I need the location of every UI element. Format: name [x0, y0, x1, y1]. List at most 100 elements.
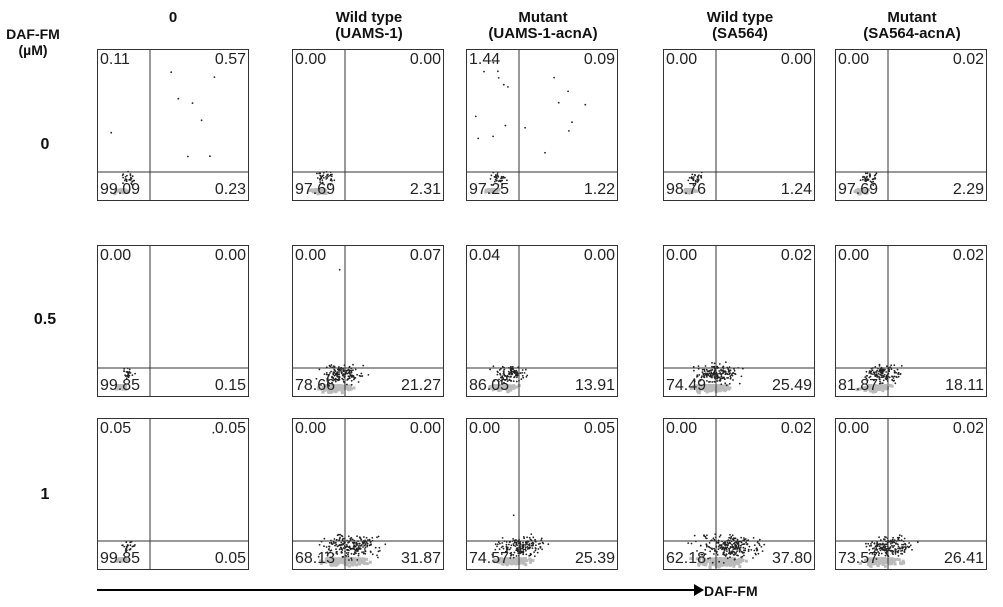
- event-dot: [356, 373, 358, 376]
- column-header-line2: (SA564): [712, 25, 768, 42]
- event-dot: [512, 544, 515, 547]
- event-dot: [883, 544, 886, 546]
- event-dot: [901, 546, 903, 548]
- event-dot: [376, 554, 378, 557]
- event-dot: [334, 380, 337, 383]
- event-dot: [893, 544, 895, 547]
- event-dot: [742, 546, 745, 549]
- event-dot: [868, 376, 871, 379]
- density-cell: [889, 384, 892, 387]
- corner-label: DAF-FM (µM): [0, 26, 66, 58]
- density-cell: [125, 189, 129, 193]
- density-cell: [867, 563, 871, 566]
- density-cell: [868, 557, 872, 561]
- event-dot: [325, 178, 328, 180]
- event-dot: [747, 548, 750, 551]
- event-dot: [888, 370, 891, 373]
- event-dot: [729, 375, 732, 378]
- quadrant-upper-right-percent: 0.02: [952, 420, 984, 437]
- event-dot: [874, 173, 877, 176]
- quadrant-lower-left-percent: 81.87: [838, 377, 879, 394]
- event-dot: [761, 550, 764, 552]
- event-dot: [707, 370, 710, 373]
- event-dot: [318, 543, 321, 546]
- event-dot: [524, 126, 526, 129]
- event-dot: [868, 545, 871, 547]
- density-cell: [901, 559, 905, 563]
- density-cell: [723, 384, 727, 388]
- density-cell: [712, 384, 716, 387]
- density-cell: [501, 562, 505, 566]
- event-dot: [703, 376, 706, 379]
- event-dot: [706, 370, 709, 373]
- event-dot: [873, 379, 875, 382]
- density-cell: [487, 189, 491, 193]
- event-dot: [743, 538, 746, 541]
- event-dot: [371, 553, 374, 556]
- event-dot: [347, 555, 350, 558]
- event-dot: [497, 380, 500, 383]
- event-dot: [738, 547, 740, 549]
- density-cell: [712, 386, 716, 390]
- quadrant-upper-right-percent: 0.05: [214, 420, 246, 437]
- event-dot: [874, 366, 877, 368]
- density-cell: [689, 387, 693, 391]
- event-dot: [494, 543, 497, 546]
- event-dot: [753, 544, 756, 547]
- density-cell: [708, 385, 712, 389]
- event-dot: [170, 71, 173, 74]
- event-dot: [498, 180, 500, 183]
- event-dot: [737, 544, 740, 547]
- density-cell: [316, 192, 320, 196]
- event-dot: [374, 546, 377, 549]
- event-dot: [346, 383, 348, 386]
- event-dot: [865, 179, 868, 182]
- event-dot: [336, 534, 339, 537]
- density-cell: [723, 389, 727, 393]
- density-cell: [734, 560, 738, 564]
- event-dot: [503, 176, 506, 179]
- event-dot: [350, 371, 353, 374]
- density-cell: [501, 557, 505, 561]
- quadrant-lower-right-percent: 1.24: [780, 181, 812, 198]
- event-dot: [723, 378, 726, 381]
- event-dot: [351, 538, 354, 541]
- density-cell: [349, 387, 353, 391]
- event-dot: [524, 546, 527, 549]
- density-cell: [879, 560, 883, 564]
- event-dot: [881, 382, 884, 385]
- density-cell: [330, 561, 334, 565]
- event-dot: [892, 553, 894, 556]
- event-dot: [515, 555, 518, 557]
- density-cell: [702, 560, 706, 564]
- density-cell: [718, 389, 722, 393]
- event-dot: [338, 371, 340, 373]
- event-dot: [869, 174, 872, 177]
- density-cell: [514, 559, 518, 563]
- event-dot: [733, 558, 736, 561]
- event-dot: [882, 543, 884, 546]
- event-dot: [320, 176, 323, 178]
- event-dot: [876, 541, 879, 543]
- density-cell: [347, 564, 351, 568]
- event-dot: [524, 548, 527, 551]
- event-dot: [512, 514, 515, 517]
- event-dot: [362, 364, 365, 367]
- event-dot: [187, 155, 189, 158]
- event-dot: [327, 375, 330, 377]
- event-dot: [733, 369, 736, 372]
- density-cell: [687, 190, 691, 193]
- event-dot: [520, 378, 523, 380]
- event-dot: [525, 549, 527, 552]
- event-dot: [503, 381, 505, 384]
- row-label: 0.5: [33, 311, 57, 328]
- density-cell: [119, 384, 123, 388]
- event-dot: [738, 382, 741, 385]
- event-dot: [333, 368, 336, 371]
- event-dot: [725, 548, 728, 551]
- event-dot: [866, 379, 869, 382]
- event-dot: [723, 554, 726, 556]
- event-dot: [350, 547, 353, 550]
- event-dot: [571, 121, 573, 124]
- density-cell: [698, 561, 702, 565]
